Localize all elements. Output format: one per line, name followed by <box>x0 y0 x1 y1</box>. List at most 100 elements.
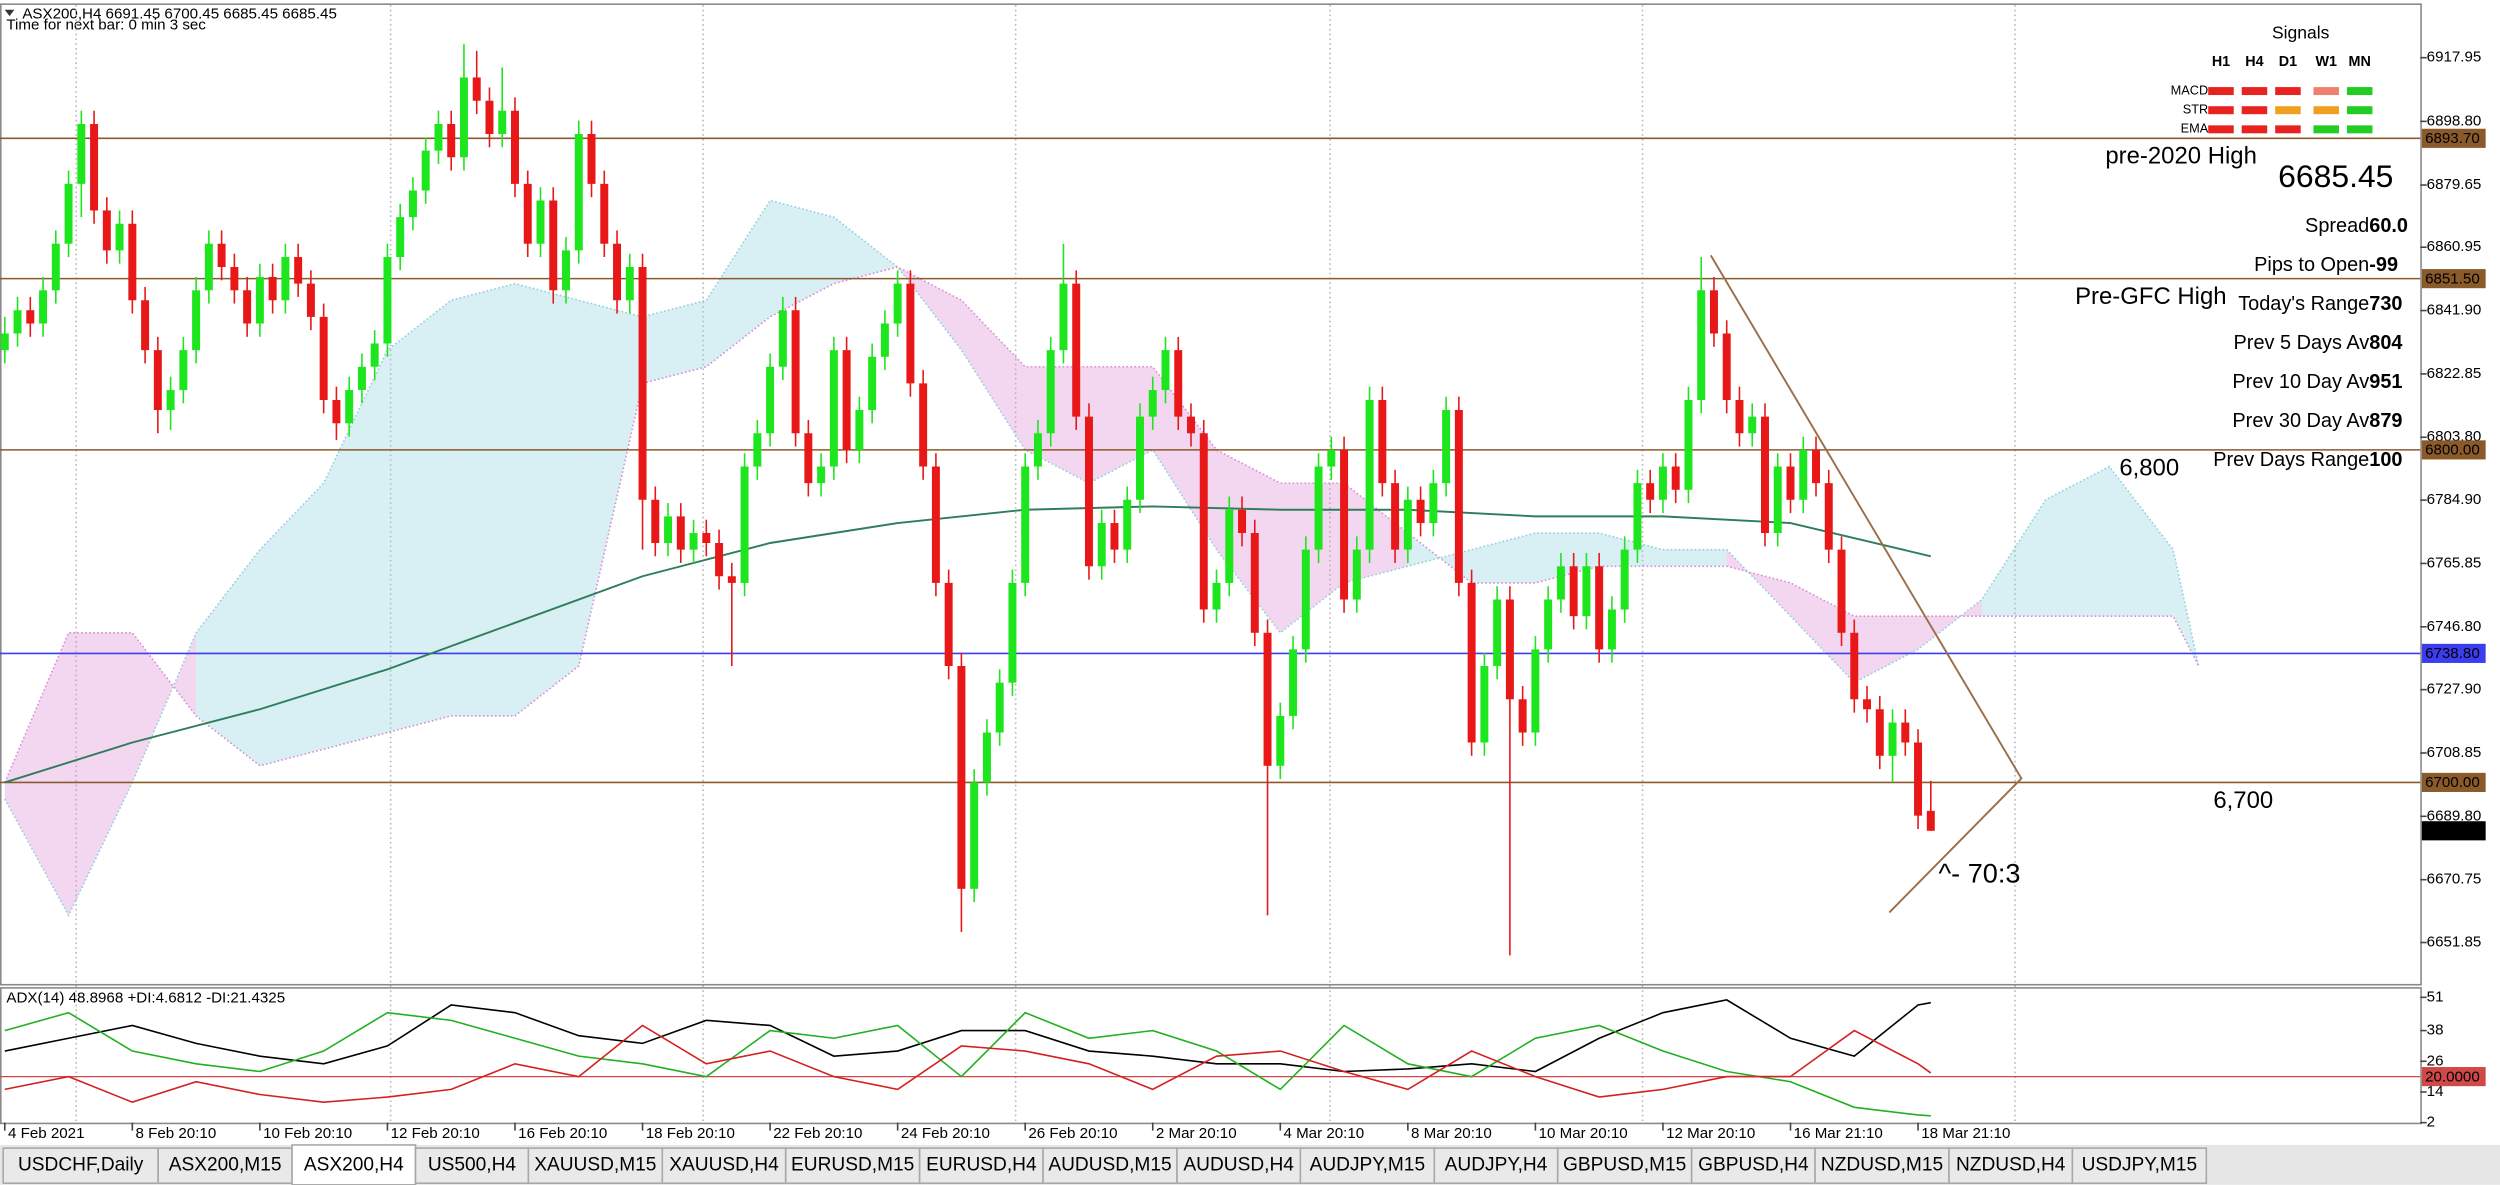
tab-background[interactable] <box>661 1147 787 1185</box>
candle-body <box>13 310 22 334</box>
tab-background[interactable] <box>2 1147 159 1185</box>
info-label: Prev 30 Day Av <box>2232 410 2369 432</box>
x-tick-label: 12 Mar 20:10 <box>1666 1125 1755 1142</box>
candle-body <box>383 257 392 344</box>
tab[interactable]: AUDJPY,M15 <box>1299 1147 1436 1185</box>
tab-label[interactable]: GBPUSD,M15 <box>1563 1155 1686 1176</box>
tab-label[interactable]: ASX200,M15 <box>169 1155 282 1176</box>
y-tick-label: 6727.90 <box>2427 681 2482 698</box>
tab[interactable]: ASX200,H4 <box>291 1144 417 1185</box>
cloud-segment <box>770 200 834 317</box>
info-value: 60.0 <box>2369 215 2408 237</box>
price-label: 6700.00 <box>2425 774 2480 791</box>
tab-background[interactable] <box>414 1147 530 1185</box>
tab-background[interactable] <box>1042 1147 1178 1185</box>
adx-level-box <box>2421 1067 2486 1087</box>
x-tick-label: 22 Feb 20:10 <box>773 1125 862 1142</box>
cloud-segment <box>196 549 260 766</box>
level-text: Pre-GFC High <box>2075 283 2226 310</box>
candle-body <box>1556 566 1565 600</box>
candle-body <box>676 516 685 550</box>
tab[interactable]: US500,H4 <box>414 1147 530 1185</box>
tab[interactable]: NZDUSD,H4 <box>1948 1147 2074 1185</box>
tab[interactable]: XAUUSD,H4 <box>661 1147 787 1185</box>
info-label: Pips to Open <box>2254 254 2369 276</box>
tab[interactable]: GBPUSD,H4 <box>1690 1147 1816 1185</box>
tab-label[interactable]: GBPUSD,H4 <box>1698 1155 1809 1176</box>
tab[interactable]: USDJPY,M15 <box>2071 1147 2208 1185</box>
tab-label[interactable]: NZDUSD,M15 <box>1821 1155 1943 1176</box>
candle-body <box>549 200 558 291</box>
tab-label[interactable]: USDCHF,Daily <box>18 1155 144 1176</box>
tab[interactable]: AUDJPY,H4 <box>1433 1147 1559 1185</box>
tab[interactable]: XAUUSD,M15 <box>527 1147 664 1185</box>
candle-body <box>1850 632 1859 700</box>
x-tick-label: 10 Mar 20:10 <box>1539 1125 1628 1142</box>
tab[interactable]: ASX200,M15 <box>157 1147 293 1185</box>
cloud-segment <box>4 632 69 916</box>
tab-background[interactable] <box>1690 1147 1816 1185</box>
cloud-segment <box>706 200 771 367</box>
tab-background[interactable] <box>918 1147 1044 1185</box>
candle-body <box>1161 350 1170 391</box>
candle-body <box>1046 350 1055 434</box>
tab[interactable]: NZDUSD,M15 <box>1814 1147 1950 1185</box>
candle-body <box>906 283 915 384</box>
tab-label[interactable]: NZDUSD,H4 <box>1956 1155 2066 1176</box>
tab-label[interactable]: AUDJPY,M15 <box>1310 1155 1426 1176</box>
candle-body <box>1607 609 1616 650</box>
y-tick-label: 6917.95 <box>2427 49 2482 66</box>
tab-label[interactable]: EURUSD,H4 <box>926 1155 1037 1176</box>
candle-body <box>638 266 647 500</box>
tab-background[interactable] <box>1176 1147 1302 1185</box>
tab-background[interactable] <box>1814 1147 1950 1185</box>
candle-body <box>1212 582 1221 610</box>
x-tick-label: 10 Feb 20:10 <box>263 1125 352 1142</box>
tab-label[interactable]: AUDUSD,H4 <box>1183 1155 1294 1176</box>
x-tick-label: 18 Feb 20:10 <box>646 1125 735 1142</box>
tab-label[interactable]: ASX200,H4 <box>304 1155 404 1176</box>
price-label: 6800.00 <box>2425 442 2480 459</box>
y-tick-label: 51 <box>2427 988 2444 1005</box>
tab-label[interactable]: EURUSD,M15 <box>791 1155 914 1176</box>
tab[interactable]: AUDUSD,M15 <box>1042 1147 1178 1185</box>
tab-background[interactable] <box>1299 1147 1436 1185</box>
tab[interactable]: EURUSD,M15 <box>784 1147 921 1185</box>
candle-body <box>1429 483 1438 524</box>
tab[interactable]: EURUSD,H4 <box>918 1147 1044 1185</box>
signal-bar <box>2346 125 2373 134</box>
tab-label[interactable]: XAUUSD,M15 <box>534 1155 656 1176</box>
price-label: 6685.45 <box>2425 823 2480 840</box>
tab-background[interactable] <box>2071 1147 2208 1185</box>
tab-label[interactable]: AUDUSD,M15 <box>1048 1155 1171 1176</box>
tab-label[interactable]: XAUUSD,H4 <box>669 1155 779 1176</box>
y-tick-label: 6670.75 <box>2427 871 2482 888</box>
candle-body <box>1225 509 1234 583</box>
candle-body <box>51 243 60 291</box>
candle-body <box>1276 715 1285 766</box>
tab[interactable]: USDCHF,Daily <box>2 1147 159 1185</box>
candle-body <box>791 310 800 434</box>
tab-label[interactable]: US500,H4 <box>428 1155 517 1176</box>
tab[interactable]: AUDUSD,H4 <box>1176 1147 1302 1185</box>
tab-label[interactable]: AUDJPY,H4 <box>1445 1155 1548 1176</box>
candle-body <box>778 310 787 367</box>
y-tick-label: 2 <box>2427 1114 2435 1131</box>
info-label: Spread <box>2305 215 2369 237</box>
x-tick-label: 16 Feb 20:10 <box>518 1125 607 1142</box>
candle-body <box>715 542 724 577</box>
annotation: ^- 70:3 <box>1938 858 2020 889</box>
candle-body <box>1684 400 1693 490</box>
candle-body <box>408 190 417 218</box>
x-tick-label: 8 Mar 20:10 <box>1411 1125 1492 1142</box>
tab-background[interactable] <box>157 1147 293 1185</box>
cloud-segment <box>387 300 452 733</box>
tab-background[interactable] <box>784 1147 921 1185</box>
candle-body <box>1799 449 1808 500</box>
candle-body <box>64 183 73 244</box>
candle-body <box>651 499 660 543</box>
tab[interactable]: GBPUSD,M15 <box>1556 1147 1693 1185</box>
candle-body <box>90 124 99 211</box>
tab-label[interactable]: USDJPY,M15 <box>2082 1155 2198 1176</box>
